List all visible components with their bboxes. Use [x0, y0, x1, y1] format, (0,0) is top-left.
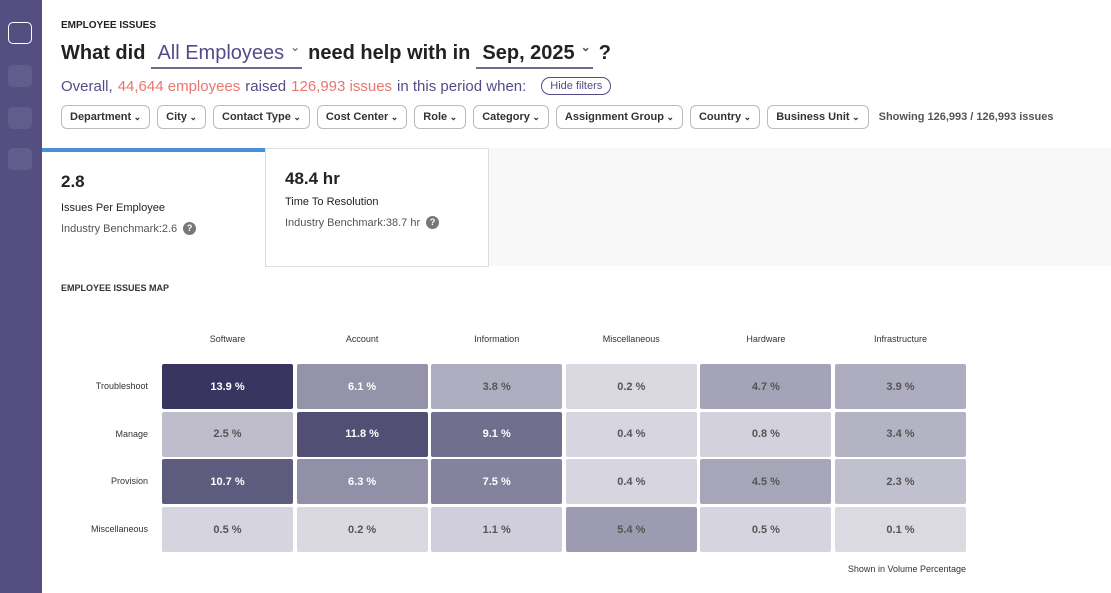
text: need help with in: [308, 42, 471, 64]
audience-dropdown[interactable]: All Employees: [151, 40, 303, 69]
heatmap-cell[interactable]: 6.1 %: [296, 364, 428, 409]
heatmap-cell[interactable]: 9.1 %: [431, 411, 563, 457]
highlight: 44,644 employees: [117, 77, 241, 95]
map-note: Shown in Volume Percentage: [847, 564, 966, 574]
row-label: Provision: [110, 476, 148, 487]
heatmap-cell[interactable]: 0.1 %: [835, 507, 966, 553]
row-label: Manage: [115, 428, 148, 439]
text: raised: [245, 77, 287, 95]
filter-button[interactable]: Contact Type: [213, 105, 310, 129]
heatmap-cell[interactable]: 3.8 %: [431, 364, 563, 409]
text: Industry Benchmark:38.7 hr: [285, 216, 421, 229]
filter-button[interactable]: Role: [414, 105, 467, 129]
nav-icon[interactable]: [8, 148, 32, 170]
kpi-card[interactable]: 48.4 hr Time To Resolution Industry Benc…: [265, 148, 489, 267]
hide-filters-button[interactable]: Hide filters: [541, 77, 612, 95]
sidebar: [0, 0, 42, 593]
help-icon[interactable]: ?: [426, 216, 440, 229]
nav-icon[interactable]: [8, 65, 32, 87]
kpi-value: 2.8: [61, 172, 85, 191]
heatmap-cell[interactable]: 0.4 %: [565, 411, 697, 457]
heatmap-cell[interactable]: 4.7 %: [700, 364, 832, 409]
heatmap-cell[interactable]: 0.5 %: [700, 507, 832, 553]
row-label: Troubleshoot: [95, 381, 148, 391]
heatmap-cell[interactable]: 0.2 %: [296, 507, 428, 553]
column-label: Infrastructure: [873, 334, 928, 344]
map-title: EMPLOYEE ISSUES MAP: [61, 283, 170, 293]
kpi-label: Time To Resolution: [285, 196, 379, 208]
kpi-card[interactable]: 2.8 Issues Per Employee Industry Benchma…: [42, 148, 266, 267]
heatmap-cell[interactable]: 4.5 %: [700, 459, 832, 505]
heatmap-cell[interactable]: 3.4 %: [835, 411, 966, 457]
column-label: Miscellaneous: [602, 334, 660, 344]
heatmap-cell[interactable]: 0.8 %: [700, 411, 832, 457]
filter-button[interactable]: City: [157, 105, 206, 129]
filter-button[interactable]: Category: [473, 105, 549, 129]
heatmap-cell[interactable]: 0.2 %: [565, 364, 697, 409]
heatmap-cell[interactable]: 0.4 %: [565, 459, 697, 505]
question: What did All Employees need help with in…: [61, 40, 611, 69]
kpi-label: Issues Per Employee: [61, 202, 165, 214]
heatmap-cell[interactable]: 1.1 %: [431, 507, 563, 553]
heatmap-cell[interactable]: 7.5 %: [431, 459, 563, 505]
heatmap-cell[interactable]: 2.3 %: [835, 459, 966, 505]
row-label: Miscellaneous: [90, 524, 148, 535]
heatmap-cell[interactable]: 2.5 %: [162, 411, 293, 457]
text: Industry Benchmark:2.6: [61, 222, 178, 235]
kpi-value: 48.4 hr: [285, 169, 340, 188]
text: What did: [61, 42, 146, 64]
nav-icon[interactable]: [8, 22, 32, 44]
section-title: EMPLOYEE ISSUES: [61, 20, 157, 31]
heatmap-cell[interactable]: 10.7 %: [162, 459, 293, 505]
filter-button[interactable]: Business Unit: [767, 105, 869, 129]
nav-icon[interactable]: [8, 107, 32, 129]
text: ?: [598, 42, 611, 64]
filters: DepartmentCity Contact TypeCost CenterRol…: [61, 105, 1054, 129]
heatmap-cell[interactable]: 5.4 %: [565, 507, 697, 553]
column-label: Hardware: [746, 334, 786, 344]
showing-count: Showing 126,993 / 126,993 issues: [878, 111, 1054, 123]
heatmap-cell[interactable]: 6.3 %: [296, 459, 428, 505]
heatmap-cell[interactable]: 0.5 %: [162, 507, 293, 553]
highlight: 126,993 issues: [291, 77, 393, 95]
summary: Overall, 44,644 employees raised 126,993…: [61, 77, 612, 95]
heatmap-cell[interactable]: 11.8 %: [296, 411, 428, 457]
heatmap-cell[interactable]: 3.9 %: [835, 364, 966, 409]
period-dropdown[interactable]: Sep, 2025: [476, 40, 593, 69]
filter-button[interactable]: Assignment Group: [555, 105, 683, 129]
column-label: Software: [209, 334, 246, 344]
filter-button[interactable]: Country: [689, 105, 761, 129]
kpi-benchmark: Industry Benchmark:38.7 hr?: [285, 216, 440, 229]
column-label: Account: [345, 334, 379, 344]
text: in this period when:: [397, 77, 527, 95]
text: Overall,: [61, 77, 113, 95]
kpi-benchmark: Industry Benchmark:2.6?: [61, 222, 197, 235]
column-label: Information: [474, 334, 520, 344]
filter-button[interactable]: Cost Center: [316, 105, 408, 129]
filter-button[interactable]: Department: [61, 105, 151, 129]
heatmap-cell[interactable]: 13.9 %: [162, 364, 293, 409]
help-icon[interactable]: ?: [183, 222, 197, 235]
